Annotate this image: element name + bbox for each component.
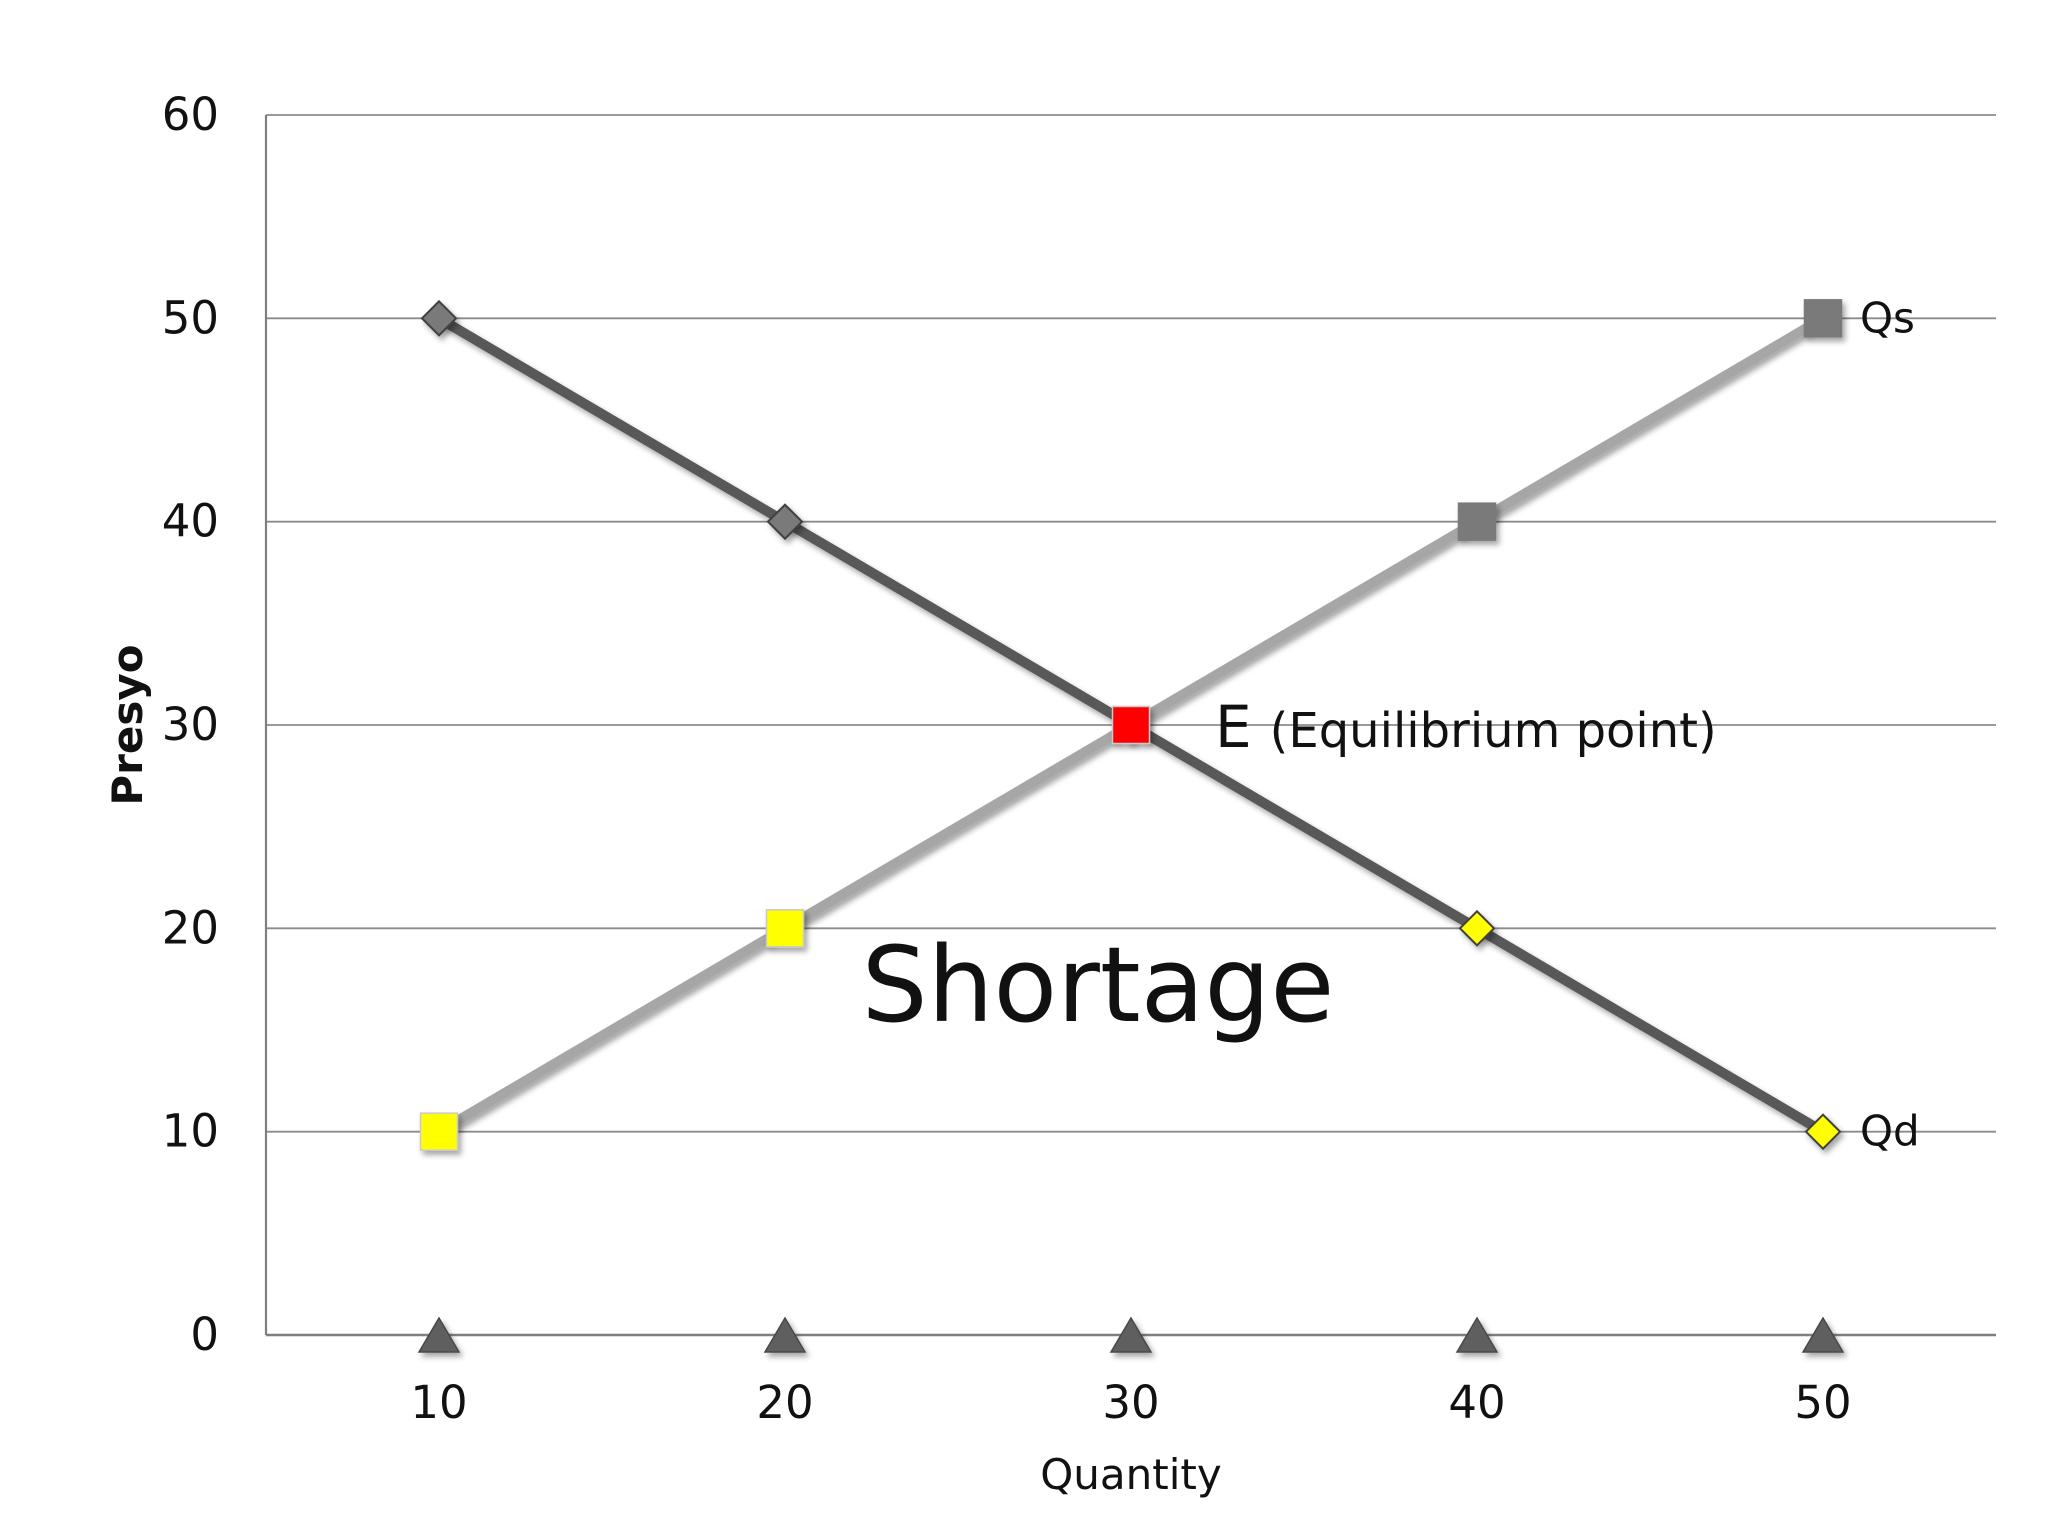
- equilibrium-text: (Equilibrium point): [1270, 703, 1717, 759]
- y-axis-title: Presyo: [103, 644, 152, 805]
- base-triangle-marker: [1801, 1316, 1845, 1353]
- qd-diamond-marker: [1804, 1113, 1842, 1151]
- qs-series-label: Qs: [1860, 293, 1915, 342]
- base-triangle-marker: [417, 1316, 461, 1353]
- qs-square-marker: [1111, 705, 1151, 745]
- y-tick-label: 50: [162, 291, 219, 344]
- y-tick-label: 30: [162, 698, 219, 751]
- qs-square-marker: [1803, 299, 1843, 338]
- base-triangle-marker: [763, 1316, 807, 1353]
- qd-diamond-marker: [420, 299, 458, 337]
- label-layer: Qs Qd E (Equilibrium point) Shortage: [862, 293, 1920, 1155]
- base-triangle-marker: [1109, 1316, 1153, 1353]
- shortage-label: Shortage: [862, 924, 1335, 1046]
- x-tick-label: 30: [1102, 1376, 1159, 1429]
- y-tick-label: 40: [162, 495, 219, 548]
- series-layer: [434, 313, 1828, 1339]
- y-tick-label: 60: [162, 88, 219, 141]
- qs-square-marker: [419, 1112, 459, 1151]
- base-triangle-marker: [1455, 1316, 1499, 1353]
- x-tick-label: 40: [1448, 1376, 1505, 1429]
- x-tick-label: 10: [410, 1376, 467, 1429]
- equilibrium-prefix: E: [1215, 693, 1252, 761]
- qd-series-label: Qd: [1860, 1107, 1920, 1156]
- qd-diamond-marker: [1458, 909, 1496, 947]
- x-tick-label: 20: [756, 1376, 813, 1429]
- x-axis-title: Quantity: [1040, 1450, 1222, 1499]
- equilibrium-label: E (Equilibrium point): [1215, 693, 1717, 761]
- qs-square-marker: [1457, 502, 1497, 541]
- x-tick-label: 50: [1794, 1376, 1851, 1429]
- y-tick-label: 10: [162, 1105, 219, 1158]
- y-tick-label: 0: [190, 1308, 219, 1361]
- y-tick-label: 20: [162, 901, 219, 954]
- marker-layer: [417, 299, 1845, 1353]
- qs-square-marker: [765, 909, 805, 948]
- axis-layer: 0 10 20 30 40 50 60 10 20 30 40 50 Quantity Presyo: [103, 88, 1852, 1499]
- qd-diamond-marker: [766, 503, 804, 541]
